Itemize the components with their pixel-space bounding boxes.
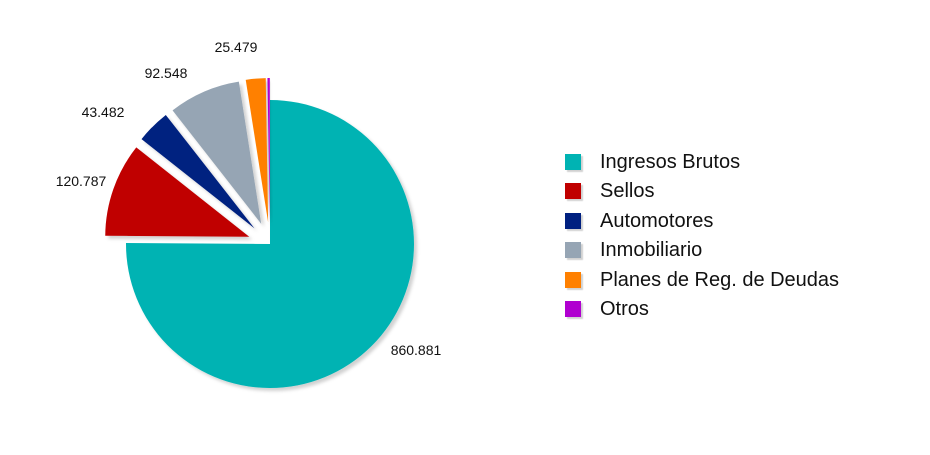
legend-item-otros: Otros	[565, 295, 839, 325]
legend-item-automotores: Automotores	[565, 206, 839, 236]
pie-slice-automotores	[141, 114, 255, 229]
legend: Ingresos Brutos Sellos Automotores Inmobili…	[565, 147, 839, 324]
legend-swatch	[565, 301, 581, 318]
legend-label: Planes de Reg. de Deudas	[600, 268, 840, 291]
legend-swatch	[565, 153, 581, 170]
data-label-automotores: 43.482	[82, 104, 125, 120]
legend-item-ingresos-brutos: Ingresos Brutos	[565, 147, 839, 177]
pie-slice-ingresos-brutos	[125, 100, 414, 388]
data-label-ingresos-brutos: 860.881	[391, 342, 442, 358]
legend-label: Automotores	[600, 209, 714, 232]
pie-slice-sellos	[105, 147, 250, 237]
legend-swatch	[565, 242, 581, 259]
legend-label: Ingresos Brutos	[600, 150, 741, 173]
legend-label: Inmobiliario	[600, 239, 703, 262]
data-label-inmobiliario: 92.548	[145, 65, 188, 81]
legend-swatch	[565, 212, 581, 229]
legend-item-planes-de-reg-de-deudas: Planes de Reg. de Deudas	[565, 265, 839, 295]
legend-item-sellos: Sellos	[565, 177, 839, 207]
pie-slice-inmobiliario	[172, 81, 262, 224]
legend-item-inmobiliario: Inmobiliario	[565, 236, 839, 266]
pie-slice-otros	[267, 78, 270, 223]
legend-label: Otros	[600, 298, 649, 321]
data-labels-layer: 860.881 120.787 43.482 92.548 25.479	[56, 39, 442, 358]
data-label-planes-de-reg-de-deudas: 25.479	[215, 39, 258, 55]
legend-label: Sellos	[600, 180, 655, 203]
slices-layer	[105, 78, 414, 388]
legend-swatch	[565, 271, 581, 288]
pie-slice-planes-de-reg-de-deudas	[245, 78, 269, 223]
legend-swatch	[565, 183, 581, 200]
data-label-sellos: 120.787	[56, 173, 107, 189]
